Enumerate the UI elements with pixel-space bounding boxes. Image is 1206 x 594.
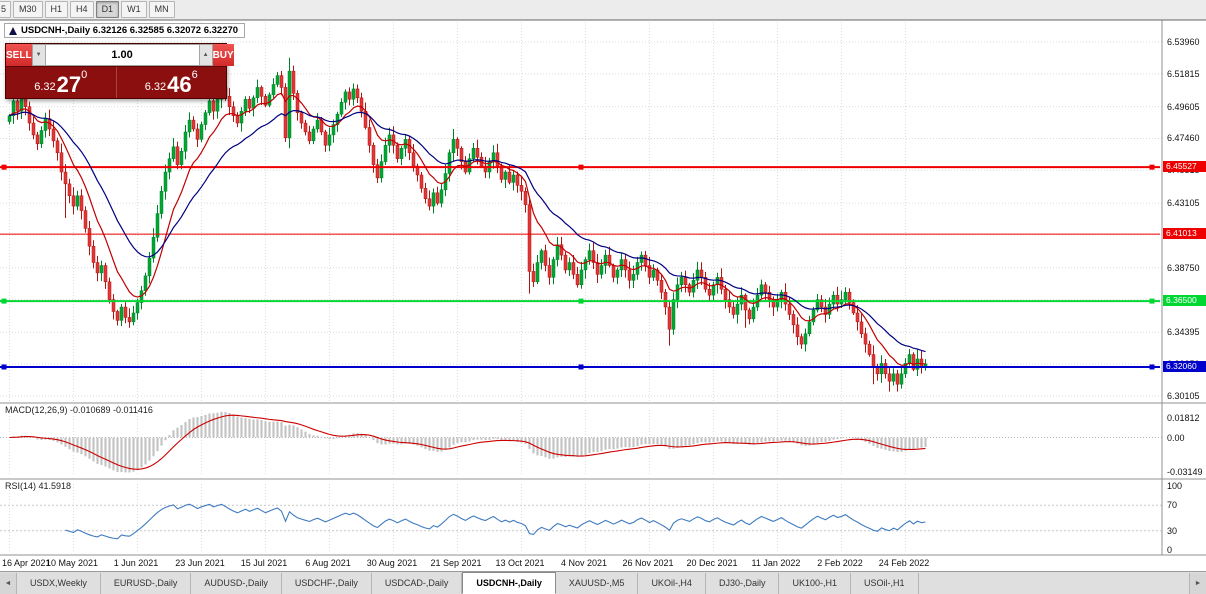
macd-signal-line <box>9 414 926 470</box>
tabbar-scroll-left-button[interactable]: ◄ <box>0 573 17 594</box>
volume-stepper: ▼ ▲ <box>31 44 213 66</box>
timeframe-button-h4[interactable]: H4 <box>70 1 94 18</box>
chart-icon <box>9 26 17 35</box>
macd-header: MACD(12,26,9) -0.010689 -0.011416 <box>5 405 153 415</box>
chart-background <box>0 20 1206 571</box>
tabbar-scroll-right-button[interactable]: ► <box>1189 573 1206 594</box>
sell-button[interactable]: SELL <box>6 44 32 66</box>
rsi-header: RSI(14) 41.5918 <box>5 481 72 491</box>
chart-canvas[interactable] <box>0 0 1206 571</box>
timeframe-button-w1[interactable]: W1 <box>121 1 147 18</box>
rsi-line <box>65 503 926 540</box>
chart-tab-audusd-daily[interactable]: AUDUSD-,Daily <box>191 573 282 594</box>
timeframe-button-m30[interactable]: M30 <box>13 1 43 18</box>
chart-tab-usdcnh-daily[interactable]: USDCNH-,Daily <box>462 572 556 594</box>
buy-price-handle: 6.32 <box>144 81 167 93</box>
time-axis[interactable] <box>0 555 1162 571</box>
chart-tabs: USDX,Weekly EURUSD-,Daily AUDUSD-,Daily USD… <box>17 572 919 594</box>
trade-widget-prices: 6.32 27 0 6.32 46 6 <box>6 66 226 98</box>
level-line-6.32060 <box>0 364 1160 370</box>
chart-tab-usdcad-daily[interactable]: USDCAD-,Daily <box>371 573 463 594</box>
ma-line-24 <box>9 109 926 353</box>
chart-tab-uk100-h1[interactable]: UK100-,H1 <box>779 573 851 594</box>
chart-tab-usdx-weekly[interactable]: USDX,Weekly <box>17 573 101 594</box>
sell-price-display[interactable]: 6.32 27 0 <box>6 67 116 98</box>
sell-price-fraction: 0 <box>81 69 88 81</box>
chart-tab-ukoil-h4[interactable]: UKOil-,H4 <box>638 573 706 594</box>
volume-input[interactable] <box>45 44 199 66</box>
chart-tab-usdchf-daily[interactable]: USDCHF-,Daily <box>281 573 372 594</box>
sell-price-pips: 27 <box>56 72 82 98</box>
chart-tab-xauusd-m5[interactable]: XAUUSD-,M5 <box>555 573 639 594</box>
ma-line-10 <box>9 92 926 366</box>
price-axis[interactable] <box>1162 20 1206 555</box>
chart-quote-line: USDCNH-,Daily 6.32126 6.32585 6.32072 6.… <box>4 23 246 38</box>
level-line-6.36500 <box>0 298 1160 304</box>
buy-button[interactable]: BUY <box>212 44 234 66</box>
level-line-6.45527 <box>0 164 1160 170</box>
timeframe-button-mn[interactable]: MN <box>148 1 175 18</box>
timeframe-button-5[interactable]: 5 <box>0 1 12 18</box>
chart-tab-eurusd-daily[interactable]: EURUSD-,Daily <box>100 573 192 594</box>
timeframe-button-h1[interactable]: H1 <box>44 1 69 18</box>
chart-tabbar: ◄ USDX,Weekly EURUSD-,Daily AUDUSD-,Daily U… <box>0 571 1206 594</box>
volume-increase-button[interactable]: ▲ <box>198 44 213 66</box>
timeframe-button-d1[interactable]: D1 <box>95 1 120 18</box>
trade-widget-controls: SELL ▼ ▲ BUY <box>6 44 234 66</box>
sell-price-handle: 6.32 <box>34 81 56 93</box>
volume-decrease-button[interactable]: ▼ <box>31 44 46 66</box>
candles <box>7 57 928 392</box>
buy-price-display[interactable]: 6.32 46 6 <box>115 67 227 98</box>
buy-price-pips: 46 <box>167 72 192 98</box>
chart-tab-usoil-h1[interactable]: USOil-,H1 <box>851 573 919 594</box>
quote-text: USDCNH-,Daily 6.32126 6.32585 6.32072 6.… <box>21 25 239 36</box>
timeframe-toolbar: 5 M30 H1 H4 D1 W1 MN <box>0 0 1206 20</box>
chart-tab-dj30-daily[interactable]: DJ30-,Daily <box>705 573 780 594</box>
buy-price-fraction: 6 <box>191 69 198 81</box>
